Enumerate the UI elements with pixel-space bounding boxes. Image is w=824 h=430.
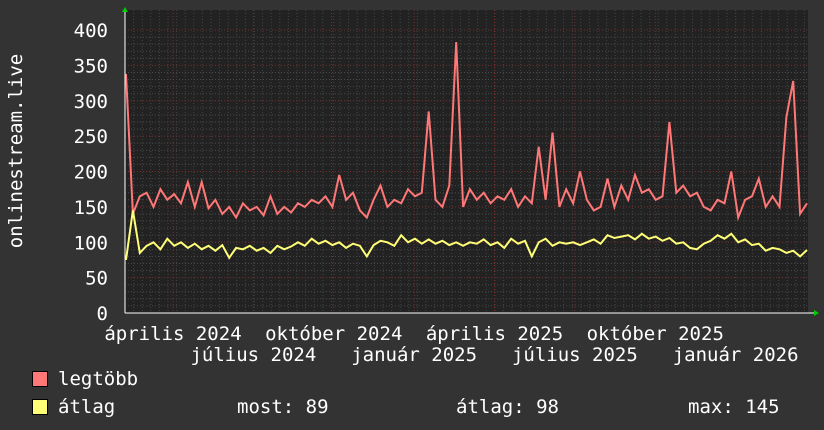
- y-tick-label: 50: [85, 268, 108, 290]
- series-line-avg: [125, 210, 808, 261]
- x-tick-label: április 2024: [104, 323, 241, 345]
- plot-area: [125, 10, 808, 313]
- y-tick-label: 100: [74, 232, 108, 254]
- x-tick-label: október 2025: [587, 323, 724, 345]
- x-tick-label: január 2026: [673, 344, 799, 366]
- legend-swatch-avg: [32, 399, 48, 415]
- y-tick-label: 350: [74, 55, 108, 77]
- y-tick-label: 200: [74, 162, 108, 184]
- legend-item-avg: átlag: [32, 396, 115, 418]
- stat-maximum: max: 145: [688, 396, 780, 418]
- legend-label-avg: átlag: [58, 396, 116, 418]
- y-tick-label: 150: [74, 197, 108, 219]
- y-tick-label: 400: [74, 20, 108, 42]
- x-tick-label: október 2024: [265, 323, 402, 345]
- stat-now: most: 89: [237, 396, 329, 418]
- x-tick-label: július 2024: [190, 344, 316, 366]
- x-tick-label: április 2025: [426, 323, 563, 345]
- y-tick-label: 250: [74, 126, 108, 148]
- x-tick-label: január 2025: [351, 344, 477, 366]
- y-tick-label: 300: [74, 91, 108, 113]
- legend-swatch-max: [32, 371, 48, 387]
- legend-item-max: legtöbb: [32, 368, 138, 390]
- y-axis-arrow-icon: [122, 7, 128, 12]
- series-line-max: [125, 41, 808, 222]
- y-tick-label: 0: [97, 303, 108, 325]
- x-tick-label: július 2025: [512, 344, 638, 366]
- y-axis-label: onlinestream.live: [5, 53, 27, 249]
- x-axis-arrow-icon: [814, 310, 819, 316]
- stat-average: átlag: 98: [456, 396, 559, 418]
- legend-label-max: legtöbb: [58, 368, 139, 390]
